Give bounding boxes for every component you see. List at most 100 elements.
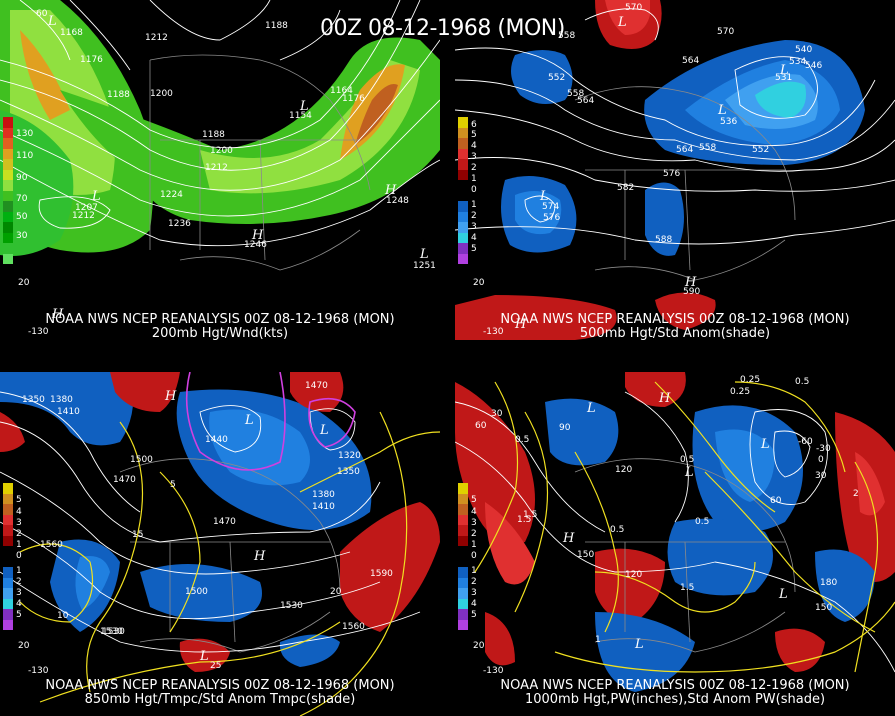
latitude-label: 60 [36, 9, 48, 19]
contour-label: 558 [567, 89, 584, 99]
contour-label: 1590 [370, 569, 393, 579]
contour-label: 1212 [145, 33, 168, 43]
panel-500mb-map: 570 564 558 552 558 564 540 534 546 536 … [455, 0, 895, 340]
legend-label: 3 [16, 518, 22, 528]
contour-label: 1168 [60, 28, 83, 38]
contour-label: 20 [330, 587, 342, 597]
panel-caption: NOAA NWS NCEP REANALYSIS 00Z 08-12-1968 … [500, 678, 850, 693]
contour-label: 180 [820, 578, 837, 588]
legend-label: 6 [471, 120, 477, 130]
contour-label: 1188 [202, 130, 225, 140]
contour-label: 150 [577, 550, 594, 560]
contour-label: 1500 [185, 587, 208, 597]
legend-label: 4 [16, 599, 22, 609]
contour-label: 60 [475, 421, 487, 431]
legend-label: 4 [471, 507, 477, 517]
contour-label: 0.5 [695, 517, 709, 527]
contour-label: 1 [595, 635, 601, 645]
contour-label: 1410 [57, 407, 80, 417]
legend-label: 1 [471, 174, 477, 184]
legend-label: 2 [471, 211, 477, 221]
contour-label: 1.5 [517, 515, 531, 525]
panel-caption: NOAA NWS NCEP REANALYSIS 00Z 08-12-1968 … [45, 312, 395, 327]
contour-label: 1560 [40, 540, 63, 550]
contour-label: 564 [577, 96, 594, 106]
low-center-marker: L [634, 637, 644, 652]
panel-caption: NOAA NWS NCEP REANALYSIS 00Z 08-12-1968 … [45, 678, 395, 693]
contour-label: 1164 [330, 86, 353, 96]
color-legend: 130 110 90 70 50 30 [3, 117, 33, 264]
contour-label: 582 [617, 183, 634, 193]
low-center-marker: L [47, 14, 57, 29]
contour-label: 588 [655, 235, 672, 245]
contour-label: 576 [663, 169, 680, 179]
legend-label: 90 [16, 173, 28, 183]
low-center-marker: L [617, 15, 627, 30]
contour-label: 2 [853, 489, 859, 499]
contour-label: 1246 [244, 240, 267, 250]
legend-label: 2 [471, 163, 477, 173]
contour-label: 1560 [342, 622, 365, 632]
legend-label: 5 [16, 495, 22, 505]
high-center-marker: H [562, 531, 575, 546]
low-center-marker: L [717, 103, 727, 118]
contour-label: 120 [615, 465, 632, 475]
contour-label: 0.25 [740, 375, 760, 385]
legend-label: 130 [16, 129, 34, 139]
contour-label: 1212 [205, 163, 228, 173]
legend-label: 30 [16, 231, 28, 241]
contour-label: 1200 [210, 146, 233, 156]
legend-label: 70 [16, 194, 28, 204]
pressure-center-markers: L H H L L L H [47, 14, 429, 322]
legend-label: 3 [471, 222, 477, 232]
contour-label: 564 [682, 56, 699, 66]
contour-label: 25 [210, 661, 221, 671]
color-legend: 5 4 3 2 1 0 1 2 3 4 5 [3, 483, 22, 630]
contour-label: 1188 [107, 90, 130, 100]
contour-label: 1500 [130, 455, 153, 465]
contour-label: 1176 [342, 94, 365, 104]
contour-label: 1380 [50, 395, 73, 405]
contour-label: 570 [625, 3, 642, 13]
contour-label: 90 [559, 423, 571, 433]
low-center-marker: L [419, 247, 429, 262]
legend-label: 5 [471, 610, 477, 620]
contour-label: 1251 [413, 261, 436, 271]
low-center-marker: L [299, 99, 309, 114]
legend-label: 4 [471, 141, 477, 151]
contour-label: 1410 [312, 502, 335, 512]
contour-label: 1224 [160, 190, 183, 200]
panel-1000mb-map: 30 60 90 120 150 0.5 1.5 0.5 1 0.25 0.5 … [455, 372, 895, 716]
contour-label: 1188 [265, 21, 288, 31]
contour-label: 1530 [102, 627, 125, 637]
longitude-label: -130 [483, 327, 504, 337]
low-center-marker: L [319, 423, 329, 438]
high-center-marker: H [253, 549, 266, 564]
low-center-marker: L [586, 401, 596, 416]
contour-label: 1248 [386, 196, 409, 206]
contour-label: 531 [775, 73, 792, 83]
legend-label: 1 [16, 540, 22, 550]
contour-labels: 1188 1176 1212 1188 1200 1164 1176 1188 … [60, 21, 436, 271]
contour-label: 1440 [205, 435, 228, 445]
panel-subcaption: 500mb Hgt/Std Anom(shade) [579, 326, 771, 341]
contour-label: 540 [795, 45, 812, 55]
contour-label: 570 [717, 27, 734, 37]
high-center-marker: H [684, 275, 697, 290]
contour-label: 0.5 [795, 377, 809, 387]
contour-label: 574 [542, 202, 559, 212]
panel-200mb-map: 1188 1176 1212 1188 1200 1164 1176 1188 … [0, 0, 440, 340]
contour-label: 1470 [305, 381, 328, 391]
contour-label: 1236 [168, 219, 191, 229]
panel-subcaption: 850mb Hgt/Tmpc/Std Anom Tmpc(shade) [84, 692, 356, 707]
contour-label: 564 [676, 145, 693, 155]
map-500mb: 570 564 558 552 558 564 540 534 546 536 … [455, 0, 895, 340]
contour-label: 1207 [75, 203, 98, 213]
contour-label: 1.5 [523, 510, 537, 520]
longitude-label: -130 [28, 327, 49, 337]
contour-label: 5 [170, 480, 176, 490]
contour-label: 1350 [22, 395, 45, 405]
contour-label: 1212 [72, 211, 95, 221]
contour-label: 590 [683, 287, 700, 297]
high-center-marker: H [251, 228, 264, 243]
